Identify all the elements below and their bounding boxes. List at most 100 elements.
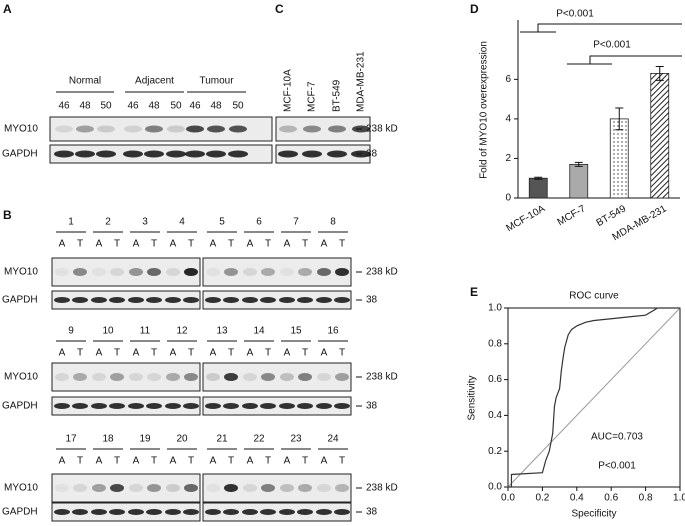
bar — [569, 163, 589, 199]
lane-label: A — [284, 239, 291, 250]
lane-label: T — [114, 456, 120, 467]
y-tick-label: 0.8 — [488, 338, 502, 349]
lane-label: T — [151, 239, 157, 250]
band — [96, 150, 116, 158]
x-tick-label: 0.2 — [535, 493, 549, 504]
error-bar — [534, 176, 543, 180]
x-tick-label: 0.0 — [501, 493, 515, 504]
y-tick-label: 1.0 — [488, 303, 502, 314]
case-label: 20 — [176, 434, 188, 445]
y-tick-label: 0.6 — [488, 374, 502, 385]
band — [183, 403, 199, 409]
lane-label: T — [114, 239, 120, 250]
reference-line — [507, 307, 681, 488]
lane-label: T — [228, 239, 234, 250]
lane-label: A — [210, 239, 217, 250]
band — [76, 125, 94, 133]
band — [261, 484, 275, 492]
band — [110, 268, 124, 276]
blot-strip — [202, 396, 352, 416]
case-label: 22 — [253, 434, 265, 445]
band — [109, 297, 125, 303]
band — [279, 297, 295, 303]
lane-label: T — [77, 456, 83, 467]
band — [73, 268, 87, 276]
case-label: 1 — [68, 217, 74, 228]
band — [73, 484, 87, 492]
lane-label: T — [228, 348, 234, 359]
error-bar — [574, 161, 583, 167]
group-label: Normal — [69, 76, 101, 87]
band — [261, 373, 275, 381]
row-label: GAPDH — [2, 401, 38, 412]
panel-label: B — [3, 208, 12, 222]
case-label: 10 — [102, 326, 114, 337]
band — [280, 373, 294, 381]
band — [303, 125, 321, 133]
marker-label: 38 — [366, 295, 378, 306]
band — [328, 125, 346, 133]
lane-label: T — [339, 239, 345, 250]
band — [242, 297, 258, 303]
band — [97, 125, 115, 133]
band — [129, 268, 143, 276]
lane-label: A — [133, 348, 140, 359]
lane-label: T — [151, 456, 157, 467]
lane-label: A — [210, 348, 217, 359]
lane-label: A — [247, 348, 254, 359]
band — [335, 373, 349, 381]
y-tick-label: 4 — [505, 114, 511, 125]
lane-label: A — [96, 348, 103, 359]
lane-label: T — [228, 456, 234, 467]
lane-label: A — [321, 239, 328, 250]
case-label: 12 — [176, 326, 188, 337]
band — [91, 509, 107, 515]
band — [229, 125, 247, 133]
band — [297, 297, 313, 303]
blot-strip — [51, 362, 201, 392]
band — [146, 403, 162, 409]
band — [243, 373, 257, 381]
band — [147, 268, 161, 276]
lane-label: A — [133, 456, 140, 467]
band — [72, 403, 88, 409]
panel-label: E — [470, 285, 478, 299]
band — [129, 484, 143, 492]
band — [260, 509, 276, 515]
band — [206, 373, 220, 381]
band — [242, 509, 258, 515]
y-tick-label: 0 — [505, 193, 511, 204]
bracket — [520, 23, 682, 33]
case-label: 2 — [105, 217, 111, 228]
lane-label: MCF-7 — [307, 81, 318, 112]
x-tick-label: MCF-7 — [556, 203, 588, 228]
band — [166, 150, 186, 158]
band — [223, 509, 239, 515]
band — [109, 509, 125, 515]
band — [54, 509, 70, 515]
marker-label: 238 kD — [366, 124, 398, 135]
band — [297, 509, 313, 515]
band — [109, 403, 125, 409]
x-tick-label: 0.8 — [639, 493, 653, 504]
band — [317, 268, 331, 276]
case-label: 19 — [139, 434, 151, 445]
band — [334, 297, 350, 303]
case-label: 13 — [216, 326, 228, 337]
lane-label: T — [339, 348, 345, 359]
band — [260, 403, 276, 409]
annotation: P<0.001 — [593, 40, 631, 51]
band — [54, 403, 70, 409]
lane-label: A — [170, 348, 177, 359]
band — [334, 509, 350, 515]
chart-title: ROC curve — [569, 291, 619, 302]
roc-curve — [508, 307, 680, 488]
band — [206, 150, 226, 158]
x-tick-label: 0.4 — [570, 493, 584, 504]
lane-label: A — [284, 348, 291, 359]
band — [206, 268, 220, 276]
marker-label: 38 — [366, 401, 378, 412]
band — [228, 150, 248, 158]
lane-label: 46 — [58, 101, 70, 112]
band — [278, 150, 298, 158]
